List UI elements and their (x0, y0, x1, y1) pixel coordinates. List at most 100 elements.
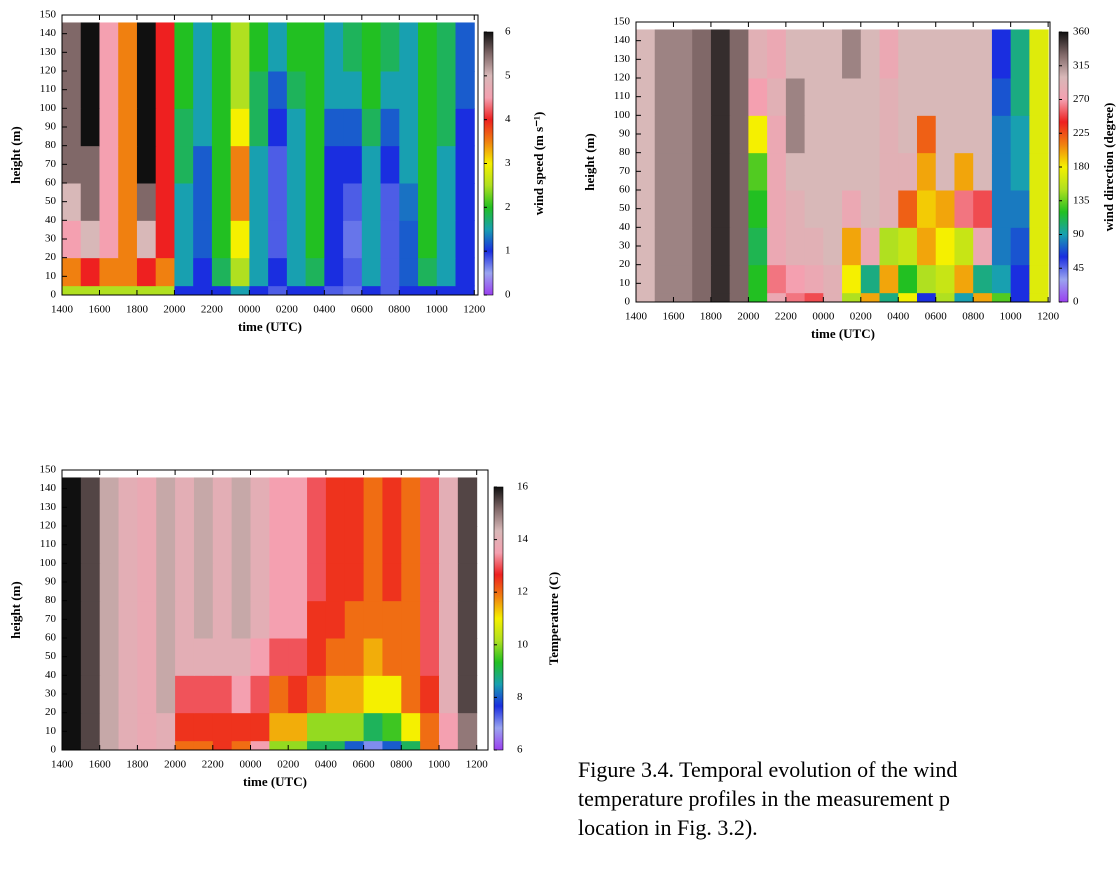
x-tick-label: 1400 (625, 311, 648, 323)
heat-cell (212, 675, 233, 714)
heat-cell (305, 145, 325, 184)
heat-cell (692, 78, 712, 116)
heat-cell (823, 29, 843, 79)
heat-cell (268, 71, 288, 109)
heat-cell (973, 152, 993, 191)
colorbar-tick-label: 16 (517, 481, 529, 493)
heat-cell (916, 29, 937, 79)
y-tick-label: 0 (51, 289, 57, 301)
heat-cell (249, 257, 269, 287)
heat-cell (399, 71, 419, 109)
colorbar-tick-label: 315 (1073, 59, 1090, 71)
y-axis-label: height (m) (582, 133, 597, 190)
heat-cell (324, 257, 344, 287)
plot-frame (61, 469, 489, 751)
heat-cell (1029, 264, 1049, 294)
heat-cell (710, 78, 731, 116)
heat-cell (269, 477, 289, 527)
x-tick-label: 2200 (775, 311, 798, 323)
heat-cell (860, 78, 881, 116)
heat-cell (305, 285, 325, 296)
heat-cell (457, 477, 478, 527)
heat-cell (212, 712, 233, 742)
heat-cell (363, 638, 383, 676)
heat-cell (137, 712, 157, 742)
y-tick-label: 140 (614, 34, 631, 46)
heat-cell (380, 220, 400, 259)
heat-cell (654, 264, 674, 294)
x-tick-label: 0000 (238, 304, 261, 316)
heat-cell (860, 292, 881, 303)
heat-cell (804, 152, 824, 191)
heat-cell (307, 600, 327, 639)
heat-cell (307, 740, 327, 751)
heat-cell (457, 638, 478, 676)
heat-cell (879, 115, 899, 154)
plot-frame (635, 21, 1051, 303)
y-tick-label: 120 (40, 520, 57, 532)
x-axis-label: time (UTC) (811, 326, 875, 341)
heat-cell (380, 108, 400, 147)
heat-cell (860, 190, 881, 228)
heat-cell (305, 22, 325, 72)
heat-cell (973, 292, 993, 303)
heat-cell (80, 675, 101, 714)
heat-cell (692, 227, 712, 266)
heat-cell (401, 526, 421, 564)
heat-cell (991, 78, 1012, 116)
heat-cell (1010, 78, 1030, 116)
y-tick-label: 100 (40, 557, 57, 569)
y-tick-label: 80 (45, 594, 57, 606)
heat-cell (455, 108, 475, 147)
heat-cell (250, 526, 270, 564)
heat-cell (344, 563, 365, 602)
heat-cell (118, 526, 138, 564)
heat-cell (823, 227, 843, 266)
heat-cell (212, 477, 233, 527)
heat-cell (879, 264, 899, 294)
heat-cell (211, 220, 232, 259)
heat-cell (250, 675, 270, 714)
heat-cell (401, 477, 421, 527)
heat-cell (324, 71, 344, 109)
heat-cell (748, 115, 768, 154)
heat-cell (174, 183, 194, 221)
heat-cell (455, 257, 475, 287)
colorbar-tick-label: 90 (1073, 228, 1085, 240)
heat-cell (401, 675, 421, 714)
heat-cell (269, 675, 289, 714)
heat-cell (230, 285, 250, 296)
colorbar-tick-label: 14 (517, 533, 529, 545)
x-tick-label: 0400 (315, 759, 338, 771)
heat-cell (935, 115, 955, 154)
heat-cell (174, 285, 194, 296)
heat-cell (916, 227, 937, 266)
x-tick-label: 1600 (89, 759, 112, 771)
heat-cell (136, 145, 157, 184)
heat-cell (286, 22, 307, 72)
x-tick-label: 1400 (51, 759, 74, 771)
colorbar-tick-label: 0 (505, 289, 511, 301)
heat-cell (860, 227, 881, 266)
heat-cell (363, 526, 383, 564)
heat-cell (436, 285, 457, 296)
heat-cell (1029, 29, 1049, 79)
heat-cell (137, 477, 157, 527)
heat-cell (288, 712, 308, 742)
heat-cell (118, 71, 138, 109)
heat-cell (286, 285, 307, 296)
heat-cell (1010, 264, 1030, 294)
heat-cell (80, 526, 101, 564)
heat-cell (767, 227, 787, 266)
heat-cell (767, 190, 787, 228)
heat-cell (175, 740, 195, 751)
x-tick-label: 1000 (426, 304, 449, 316)
heat-cell (250, 712, 270, 742)
heat-cell (710, 264, 731, 294)
colorbar-tick-label: 360 (1073, 26, 1090, 38)
heat-cell (136, 220, 157, 259)
heat-cell (673, 152, 693, 191)
heat-cell (973, 78, 993, 116)
heat-cell (954, 227, 974, 266)
heat-cell (250, 563, 270, 602)
